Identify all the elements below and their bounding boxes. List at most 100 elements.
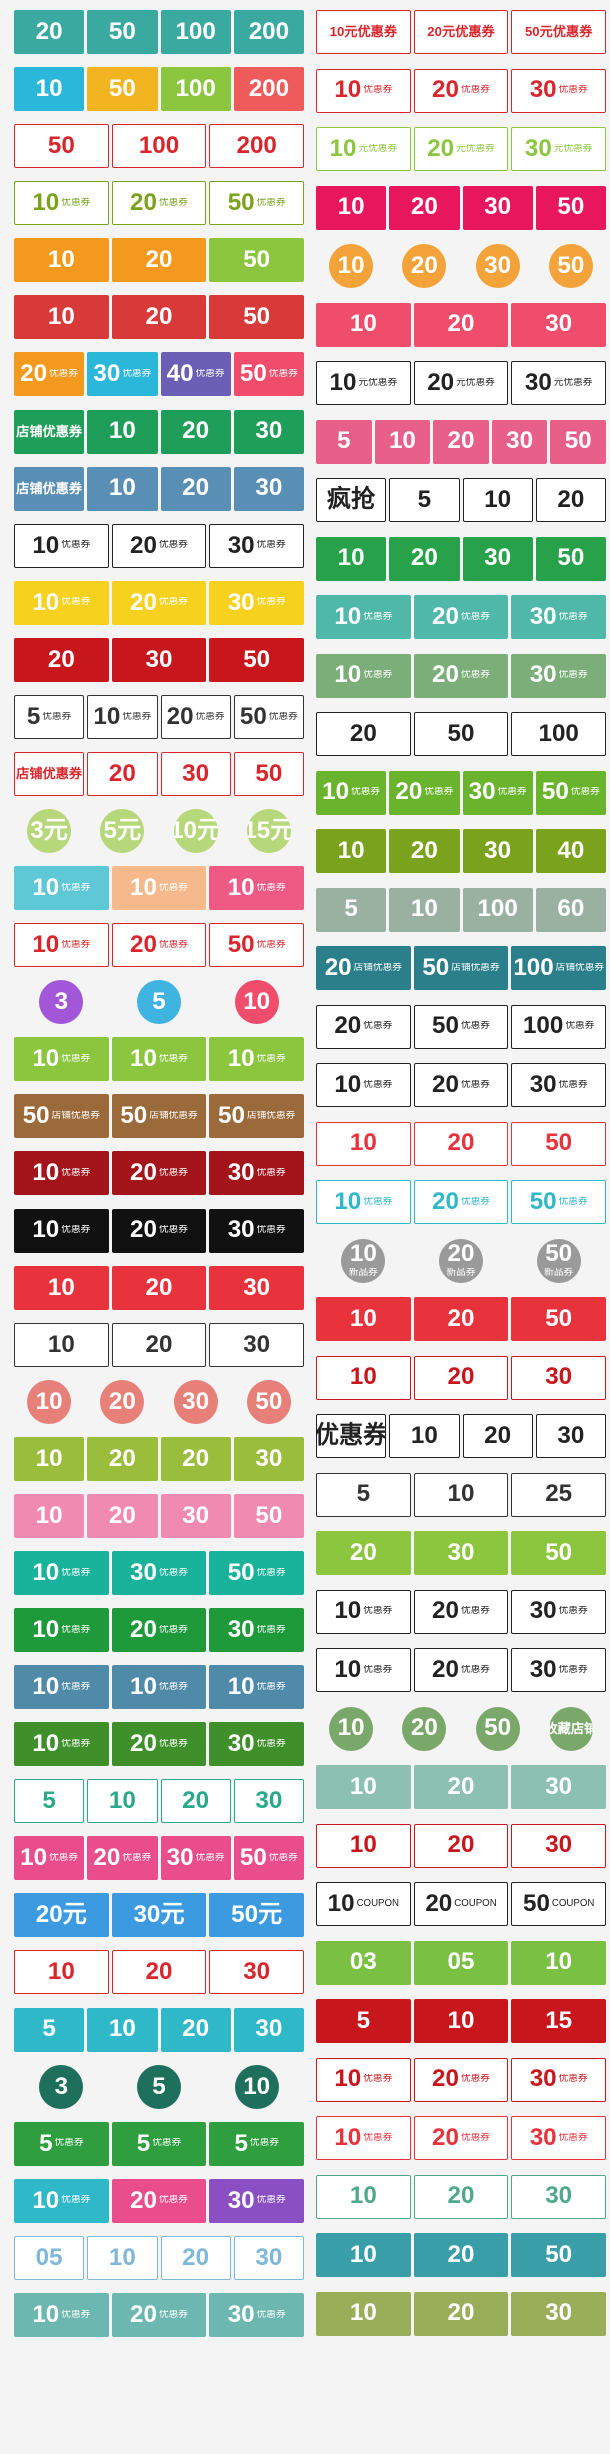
coupon-card[interactable]: 10: [14, 1265, 109, 1310]
coupon-card[interactable]: 50: [535, 536, 606, 581]
coupon-card[interactable]: 5元: [100, 809, 145, 854]
coupon-card[interactable]: 30: [233, 466, 304, 511]
coupon-card[interactable]: 5: [316, 887, 387, 932]
coupon-card[interactable]: 10 优惠券: [87, 694, 158, 739]
coupon-card[interactable]: 10 优惠券: [316, 1063, 411, 1107]
coupon-card[interactable]: 30: [160, 751, 231, 796]
coupon-card[interactable]: 10: [234, 980, 279, 1025]
coupon-card[interactable]: 30: [535, 1414, 606, 1458]
coupon-card[interactable]: 10: [316, 829, 387, 873]
coupon-card[interactable]: 5: [316, 419, 372, 464]
coupon-card[interactable]: 20: [160, 466, 231, 511]
coupon-card[interactable]: 15元: [246, 809, 291, 854]
coupon-card[interactable]: 20: [160, 409, 231, 454]
coupon-card[interactable]: 20: [100, 1379, 145, 1424]
coupon-card[interactable]: 50: [413, 712, 509, 756]
coupon-card[interactable]: 10 优惠券: [14, 1550, 109, 1595]
coupon-card[interactable]: 10 优惠券: [14, 866, 109, 911]
coupon-card[interactable]: 30 优惠券: [462, 770, 533, 815]
coupon-card[interactable]: 50元优惠券: [511, 10, 607, 54]
coupon-card[interactable]: 10 优惠券: [14, 1208, 109, 1253]
coupon-card[interactable]: 100: [160, 67, 231, 112]
coupon-card[interactable]: 30 元优惠券: [511, 127, 607, 171]
coupon-card[interactable]: 20元: [14, 1893, 109, 1938]
coupon-card[interactable]: 20: [402, 244, 447, 288]
coupon-card[interactable]: 10 优惠券: [14, 1836, 85, 1881]
coupon-card[interactable]: 30 优惠券: [160, 1836, 231, 1881]
coupon-card[interactable]: 50元: [209, 1893, 305, 1938]
coupon-card[interactable]: 10: [413, 1472, 509, 1517]
coupon-card[interactable]: 10: [87, 2007, 158, 2052]
coupon-card[interactable]: 200: [233, 67, 304, 112]
coupon-card[interactable]: 5: [14, 1779, 85, 1824]
coupon-card[interactable]: 20 优惠券: [413, 1063, 509, 1107]
coupon-card[interactable]: 10 优惠券: [316, 68, 411, 113]
coupon-card[interactable]: 30: [209, 1265, 305, 1310]
coupon-card[interactable]: 10: [14, 1950, 109, 1995]
coupon-card[interactable]: 30 优惠券: [209, 1208, 305, 1253]
coupon-card[interactable]: 30 优惠券: [209, 1722, 305, 1767]
coupon-card[interactable]: 10 优惠券: [111, 866, 207, 911]
coupon-card[interactable]: 10 优惠券: [316, 1589, 411, 1634]
coupon-card[interactable]: 50 店铺优惠券: [209, 1094, 305, 1139]
coupon-card[interactable]: 10 优惠券: [14, 2178, 109, 2223]
coupon-card[interactable]: 10: [316, 1297, 411, 1341]
coupon-card[interactable]: 20 新品券: [439, 1238, 483, 1283]
coupon-card[interactable]: 50 优惠券: [209, 1550, 305, 1595]
coupon-card[interactable]: 15: [511, 1999, 607, 2043]
coupon-card[interactable]: 30: [233, 2007, 304, 2052]
coupon-card[interactable]: 20 优惠券: [316, 1004, 411, 1049]
coupon-card[interactable]: 30: [160, 1493, 231, 1538]
coupon-card[interactable]: 20 优惠券: [111, 2292, 207, 2337]
coupon-card[interactable]: 30: [511, 1765, 607, 1809]
coupon-card[interactable]: 50: [511, 1297, 607, 1341]
coupon-card[interactable]: 10: [14, 1436, 85, 1481]
coupon-card[interactable]: 30: [462, 829, 533, 873]
coupon-card[interactable]: 50 优惠券: [535, 770, 606, 815]
coupon-card[interactable]: 30: [462, 185, 533, 230]
coupon-card[interactable]: 50 店铺优惠券: [14, 1094, 109, 1139]
coupon-card[interactable]: 30 优惠券: [511, 2116, 607, 2160]
coupon-card[interactable]: 10: [316, 1765, 411, 1809]
coupon-card[interactable]: 10 优惠券: [14, 1608, 109, 1653]
coupon-card[interactable]: 10: [87, 2235, 158, 2280]
coupon-card[interactable]: 10 新品券: [341, 1238, 386, 1283]
coupon-card[interactable]: 10 优惠券: [14, 1151, 109, 1196]
coupon-card[interactable]: 10: [14, 238, 109, 283]
coupon-card[interactable]: 5 优惠券: [111, 2121, 207, 2166]
coupon-card[interactable]: 20: [316, 712, 411, 756]
coupon-card[interactable]: 30: [511, 302, 607, 347]
coupon-card[interactable]: 100 优惠券: [511, 1004, 607, 1049]
coupon-card[interactable]: 10: [462, 478, 533, 522]
coupon-card[interactable]: 10: [329, 244, 374, 288]
coupon-card[interactable]: 50: [511, 2233, 607, 2277]
coupon-card[interactable]: 30 优惠券: [511, 1648, 607, 1692]
coupon-card[interactable]: 10 优惠券: [209, 1037, 305, 1082]
coupon-card[interactable]: 10: [316, 2291, 411, 2336]
coupon-card[interactable]: 50: [233, 1493, 304, 1538]
coupon-card[interactable]: 20 优惠券: [413, 653, 509, 698]
coupon-card[interactable]: 20: [433, 419, 489, 464]
coupon-card[interactable]: 30: [475, 244, 520, 288]
coupon-card[interactable]: 20: [87, 751, 158, 796]
coupon-card[interactable]: 10元: [173, 809, 218, 854]
coupon-card[interactable]: 10: [413, 1999, 509, 2043]
coupon-card[interactable]: 03: [316, 1940, 411, 1985]
coupon-card[interactable]: 30 优惠券: [209, 580, 305, 625]
coupon-card[interactable]: 20: [389, 536, 460, 581]
coupon-card[interactable]: 05: [413, 1940, 509, 1985]
coupon-card[interactable]: 50 店铺优惠券: [413, 946, 509, 990]
coupon-card[interactable]: 30: [233, 1436, 304, 1481]
coupon-card[interactable]: 50 优惠券: [233, 1836, 304, 1881]
coupon-card[interactable]: 20: [111, 1950, 207, 1995]
coupon-card[interactable]: 40: [535, 829, 606, 873]
coupon-card[interactable]: 20: [413, 2233, 509, 2277]
coupon-card[interactable]: 10 优惠券: [209, 866, 305, 911]
coupon-card[interactable]: 30 优惠券: [209, 1151, 305, 1196]
coupon-card[interactable]: 20: [413, 1823, 509, 1868]
coupon-card[interactable]: 20: [160, 1436, 231, 1481]
coupon-card[interactable]: 20 优惠券: [111, 181, 207, 226]
coupon-card[interactable]: 30: [511, 1355, 607, 1400]
